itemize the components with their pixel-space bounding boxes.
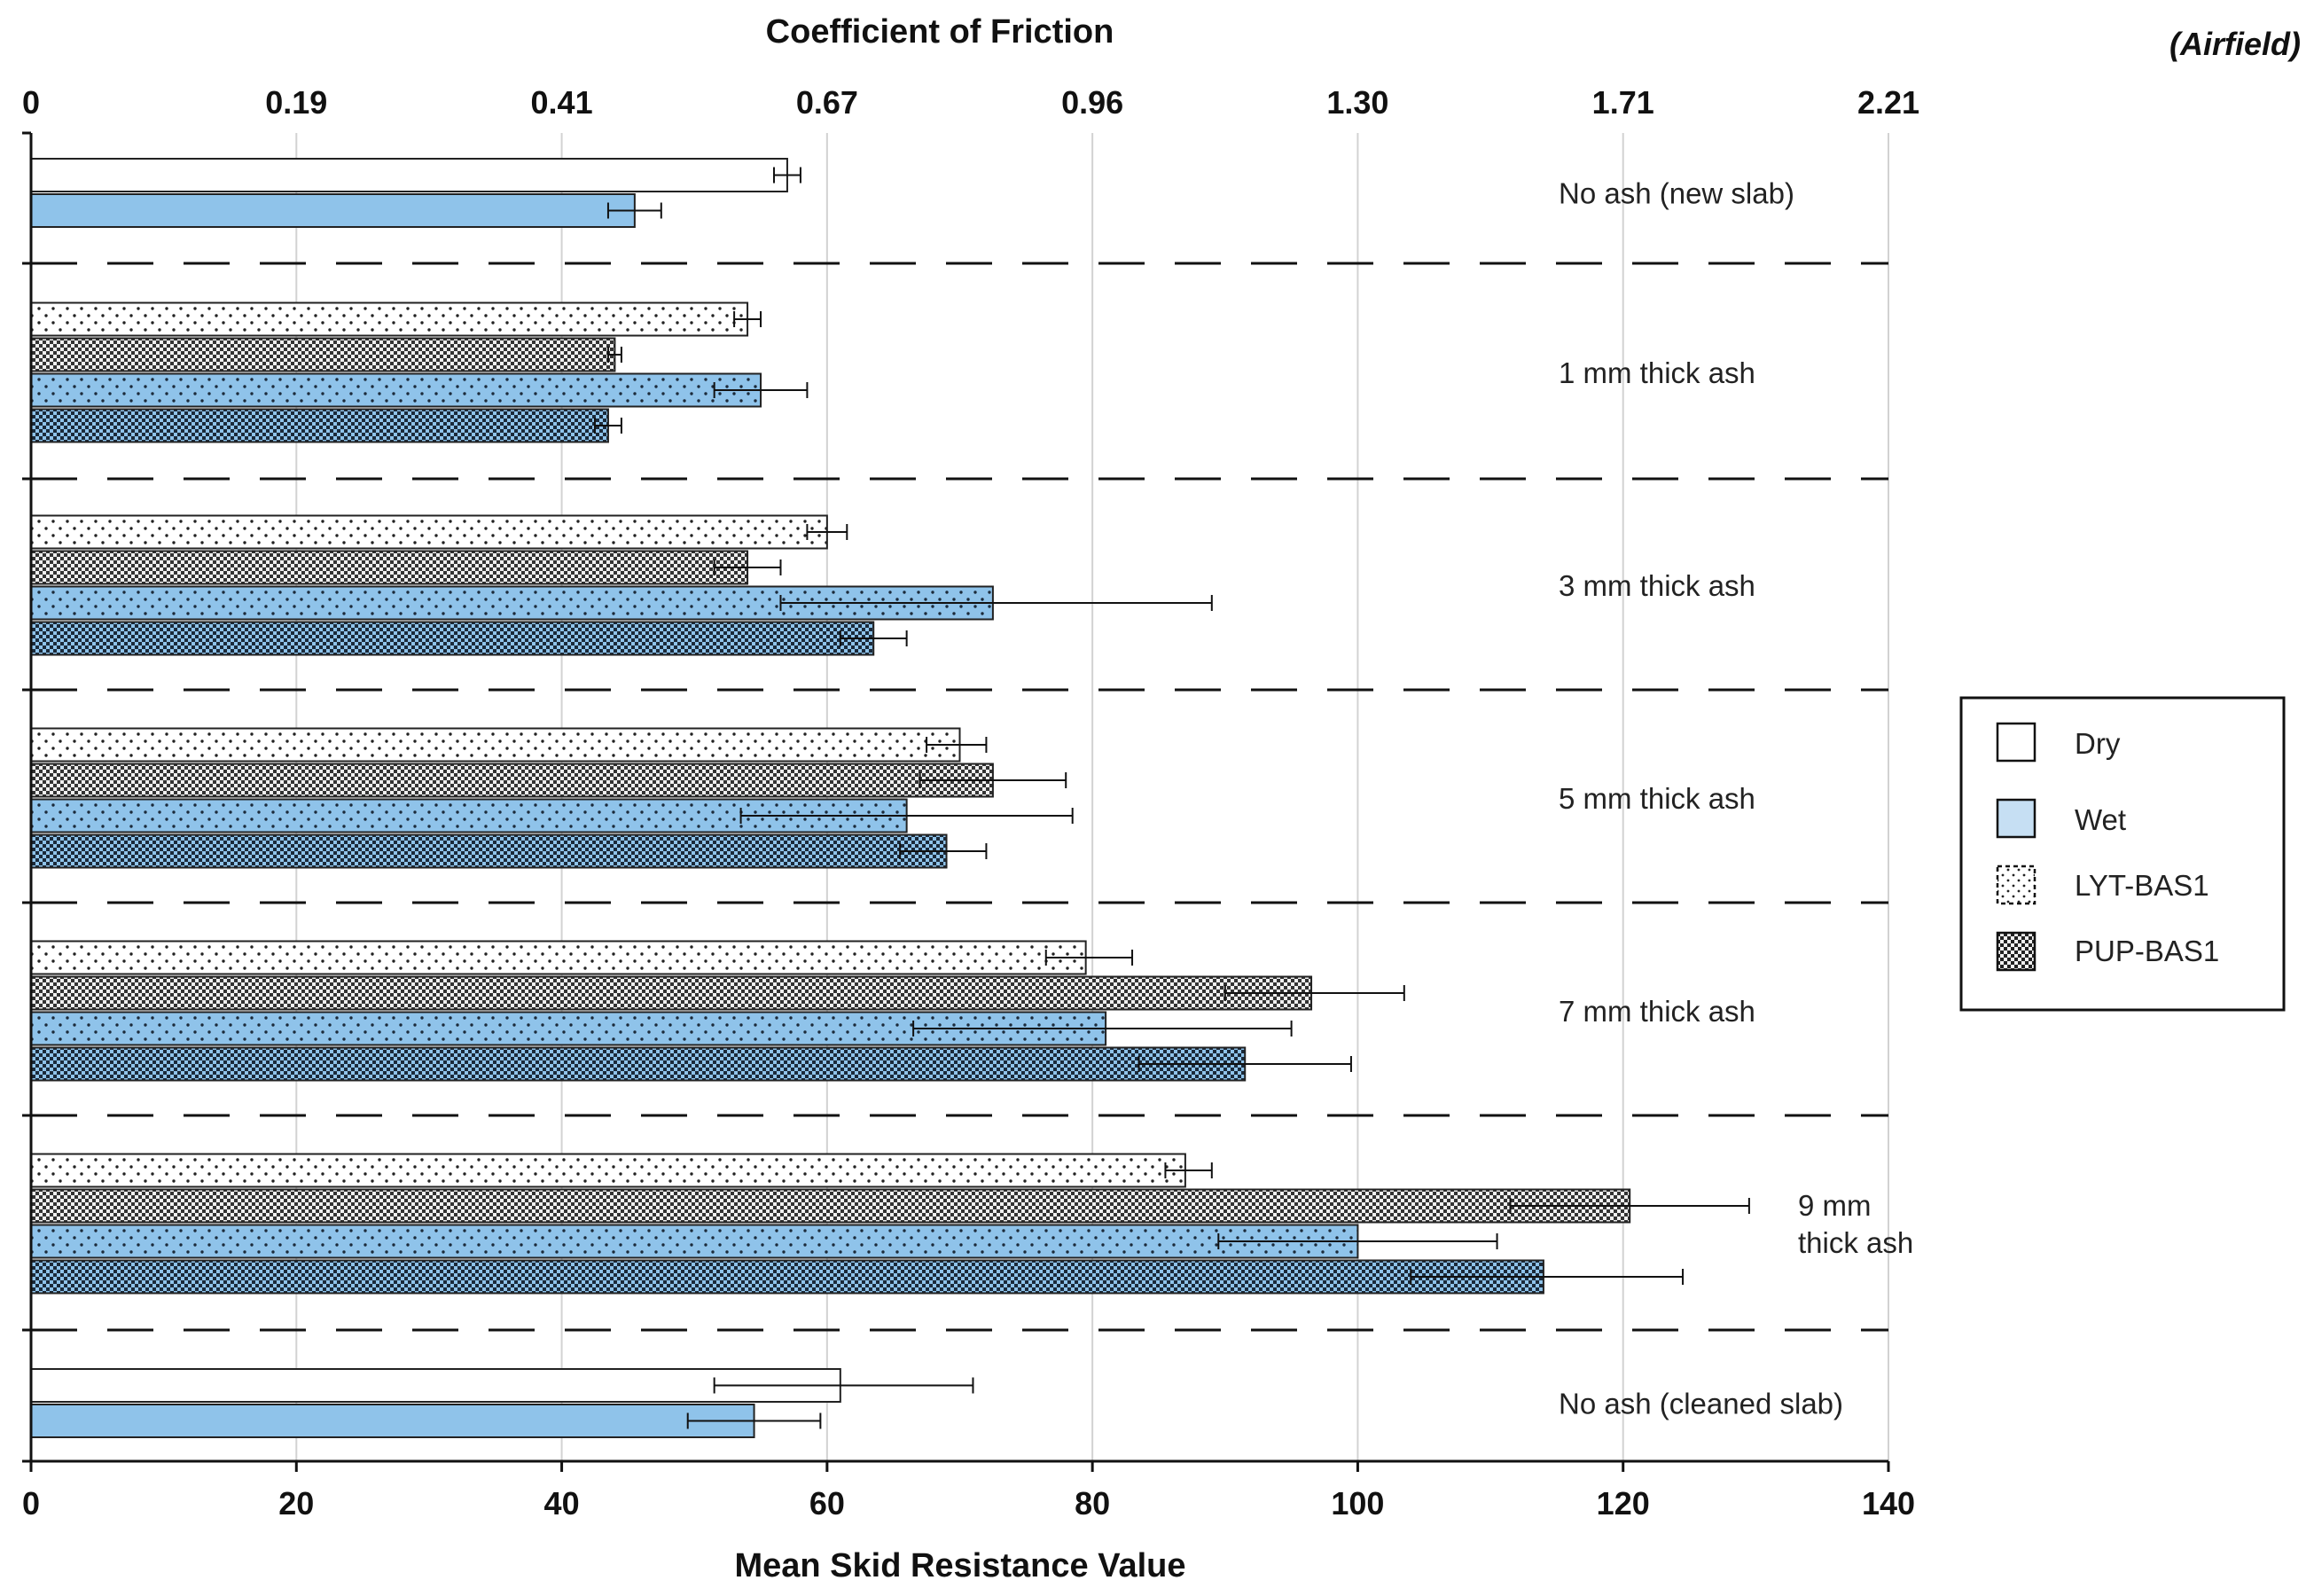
legend-swatch-lyt	[1996, 864, 2036, 905]
legend-label-lyt: LYT-BAS1	[2075, 869, 2209, 902]
error-bars	[593, 167, 1750, 1429]
bar-wet-pup-bas1	[30, 408, 609, 443]
x-tick-label: 0	[22, 1485, 40, 1522]
bar-wet-lyt-bas1	[30, 372, 762, 408]
group-label: 7 mm thick ash	[1559, 995, 1755, 1028]
group-label: No ash (cleaned slab)	[1559, 1388, 1843, 1420]
top-axis-note: (Airfield)	[2169, 26, 2301, 62]
top-tick-label: 1.71	[1592, 84, 1654, 121]
bar-wet-pup-bas1	[30, 833, 948, 869]
bar-wet-lyt-bas1	[30, 1224, 1359, 1259]
bar-dry-pup-bas1	[30, 337, 616, 372]
top-tick-label: 0.96	[1061, 84, 1123, 121]
x-tick-label: 60	[809, 1485, 845, 1522]
bar-dry	[30, 158, 788, 192]
bar-wet	[30, 1404, 755, 1438]
x-tick-label: 20	[278, 1485, 314, 1522]
group-labels: No ash (new slab) 1 mm thick ash 3 mm thic…	[1559, 177, 1913, 1420]
group-label: No ash (new slab)	[1559, 177, 1794, 210]
bar-dry-lyt-bas1	[30, 940, 1087, 975]
top-tick-label: 0.41	[531, 84, 593, 121]
top-tick-label: 0.67	[796, 84, 858, 121]
bar-dry	[30, 1368, 841, 1403]
group-label: 1 mm thick ash	[1559, 356, 1755, 389]
top-tick-label: 2.21	[1857, 84, 1919, 121]
legend-label-wet: Wet	[2075, 803, 2126, 836]
group-separators	[31, 262, 1888, 1332]
bars	[30, 158, 1631, 1438]
bar-dry-pup-bas1	[30, 550, 749, 585]
legend-label-pup: PUP-BAS1	[2075, 935, 2219, 967]
bar-dry-lyt-bas1	[30, 514, 828, 550]
bar-dry-pup-bas1	[30, 975, 1313, 1011]
bar-dry-lyt-bas1	[30, 727, 961, 763]
bar-dry-pup-bas1	[30, 763, 994, 798]
x-tick-label: 140	[1862, 1485, 1915, 1522]
legend-label-dry: Dry	[2075, 727, 2121, 760]
top-tick-label: 0	[22, 84, 40, 121]
x-axis-title: Mean Skid Resistance Value	[734, 1547, 1185, 1584]
bar-wet-pup-bas1	[30, 1046, 1247, 1082]
group-label: 9 mm	[1798, 1189, 1872, 1222]
group-label: 3 mm thick ash	[1559, 569, 1755, 602]
x-tick-label: 100	[1331, 1485, 1384, 1522]
axes: 0 20 40 60 80 100 120 140 0 0.19 0.41 0.67 0.96 1.30 1…	[22, 84, 1919, 1522]
legend-swatch-dry	[1996, 722, 2036, 763]
x-tick-label: 80	[1075, 1485, 1110, 1522]
group-label: 5 mm thick ash	[1559, 782, 1755, 815]
bar-wet-pup-bas1	[30, 1259, 1544, 1295]
top-tick-label: 0.19	[265, 84, 327, 121]
legend-swatch-pup	[1996, 931, 2036, 972]
legend: Dry Wet LYT-BAS1 PUP-BAS1	[1959, 696, 2286, 1012]
bar-wet-pup-bas1	[30, 621, 875, 656]
top-tick-label: 1.30	[1326, 84, 1388, 121]
group-label: thick ash	[1798, 1226, 1913, 1259]
top-axis-title: Coefficient of Friction	[766, 13, 1114, 51]
bar-wet	[30, 193, 636, 228]
bar-dry-pup-bas1	[30, 1188, 1631, 1224]
bar-dry-lyt-bas1	[30, 301, 749, 337]
legend-swatch-wet	[1996, 798, 2036, 839]
x-tick-label: 40	[544, 1485, 580, 1522]
x-tick-label: 120	[1597, 1485, 1650, 1522]
bar-dry-lyt-bas1	[30, 1153, 1186, 1188]
